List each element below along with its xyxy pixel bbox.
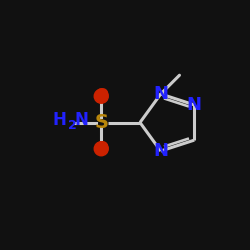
Text: S: S bbox=[94, 113, 108, 132]
Text: N: N bbox=[153, 85, 168, 103]
Text: N: N bbox=[153, 142, 168, 160]
Text: H: H bbox=[52, 111, 66, 129]
Text: O: O bbox=[94, 140, 108, 158]
Circle shape bbox=[94, 89, 108, 103]
Text: N: N bbox=[74, 111, 88, 129]
Text: 2: 2 bbox=[68, 119, 77, 132]
Circle shape bbox=[94, 142, 108, 156]
Text: O: O bbox=[94, 87, 108, 105]
Text: N: N bbox=[187, 96, 202, 114]
